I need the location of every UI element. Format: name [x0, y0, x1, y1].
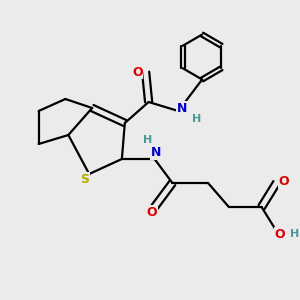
Text: N: N [151, 146, 161, 160]
Text: N: N [177, 102, 187, 115]
Text: H: H [142, 135, 152, 146]
Text: H: H [290, 229, 299, 239]
Text: O: O [275, 227, 285, 241]
Text: O: O [146, 206, 157, 219]
Text: S: S [80, 173, 89, 186]
Text: H: H [192, 113, 201, 124]
Text: O: O [132, 65, 142, 79]
Text: O: O [278, 175, 289, 188]
